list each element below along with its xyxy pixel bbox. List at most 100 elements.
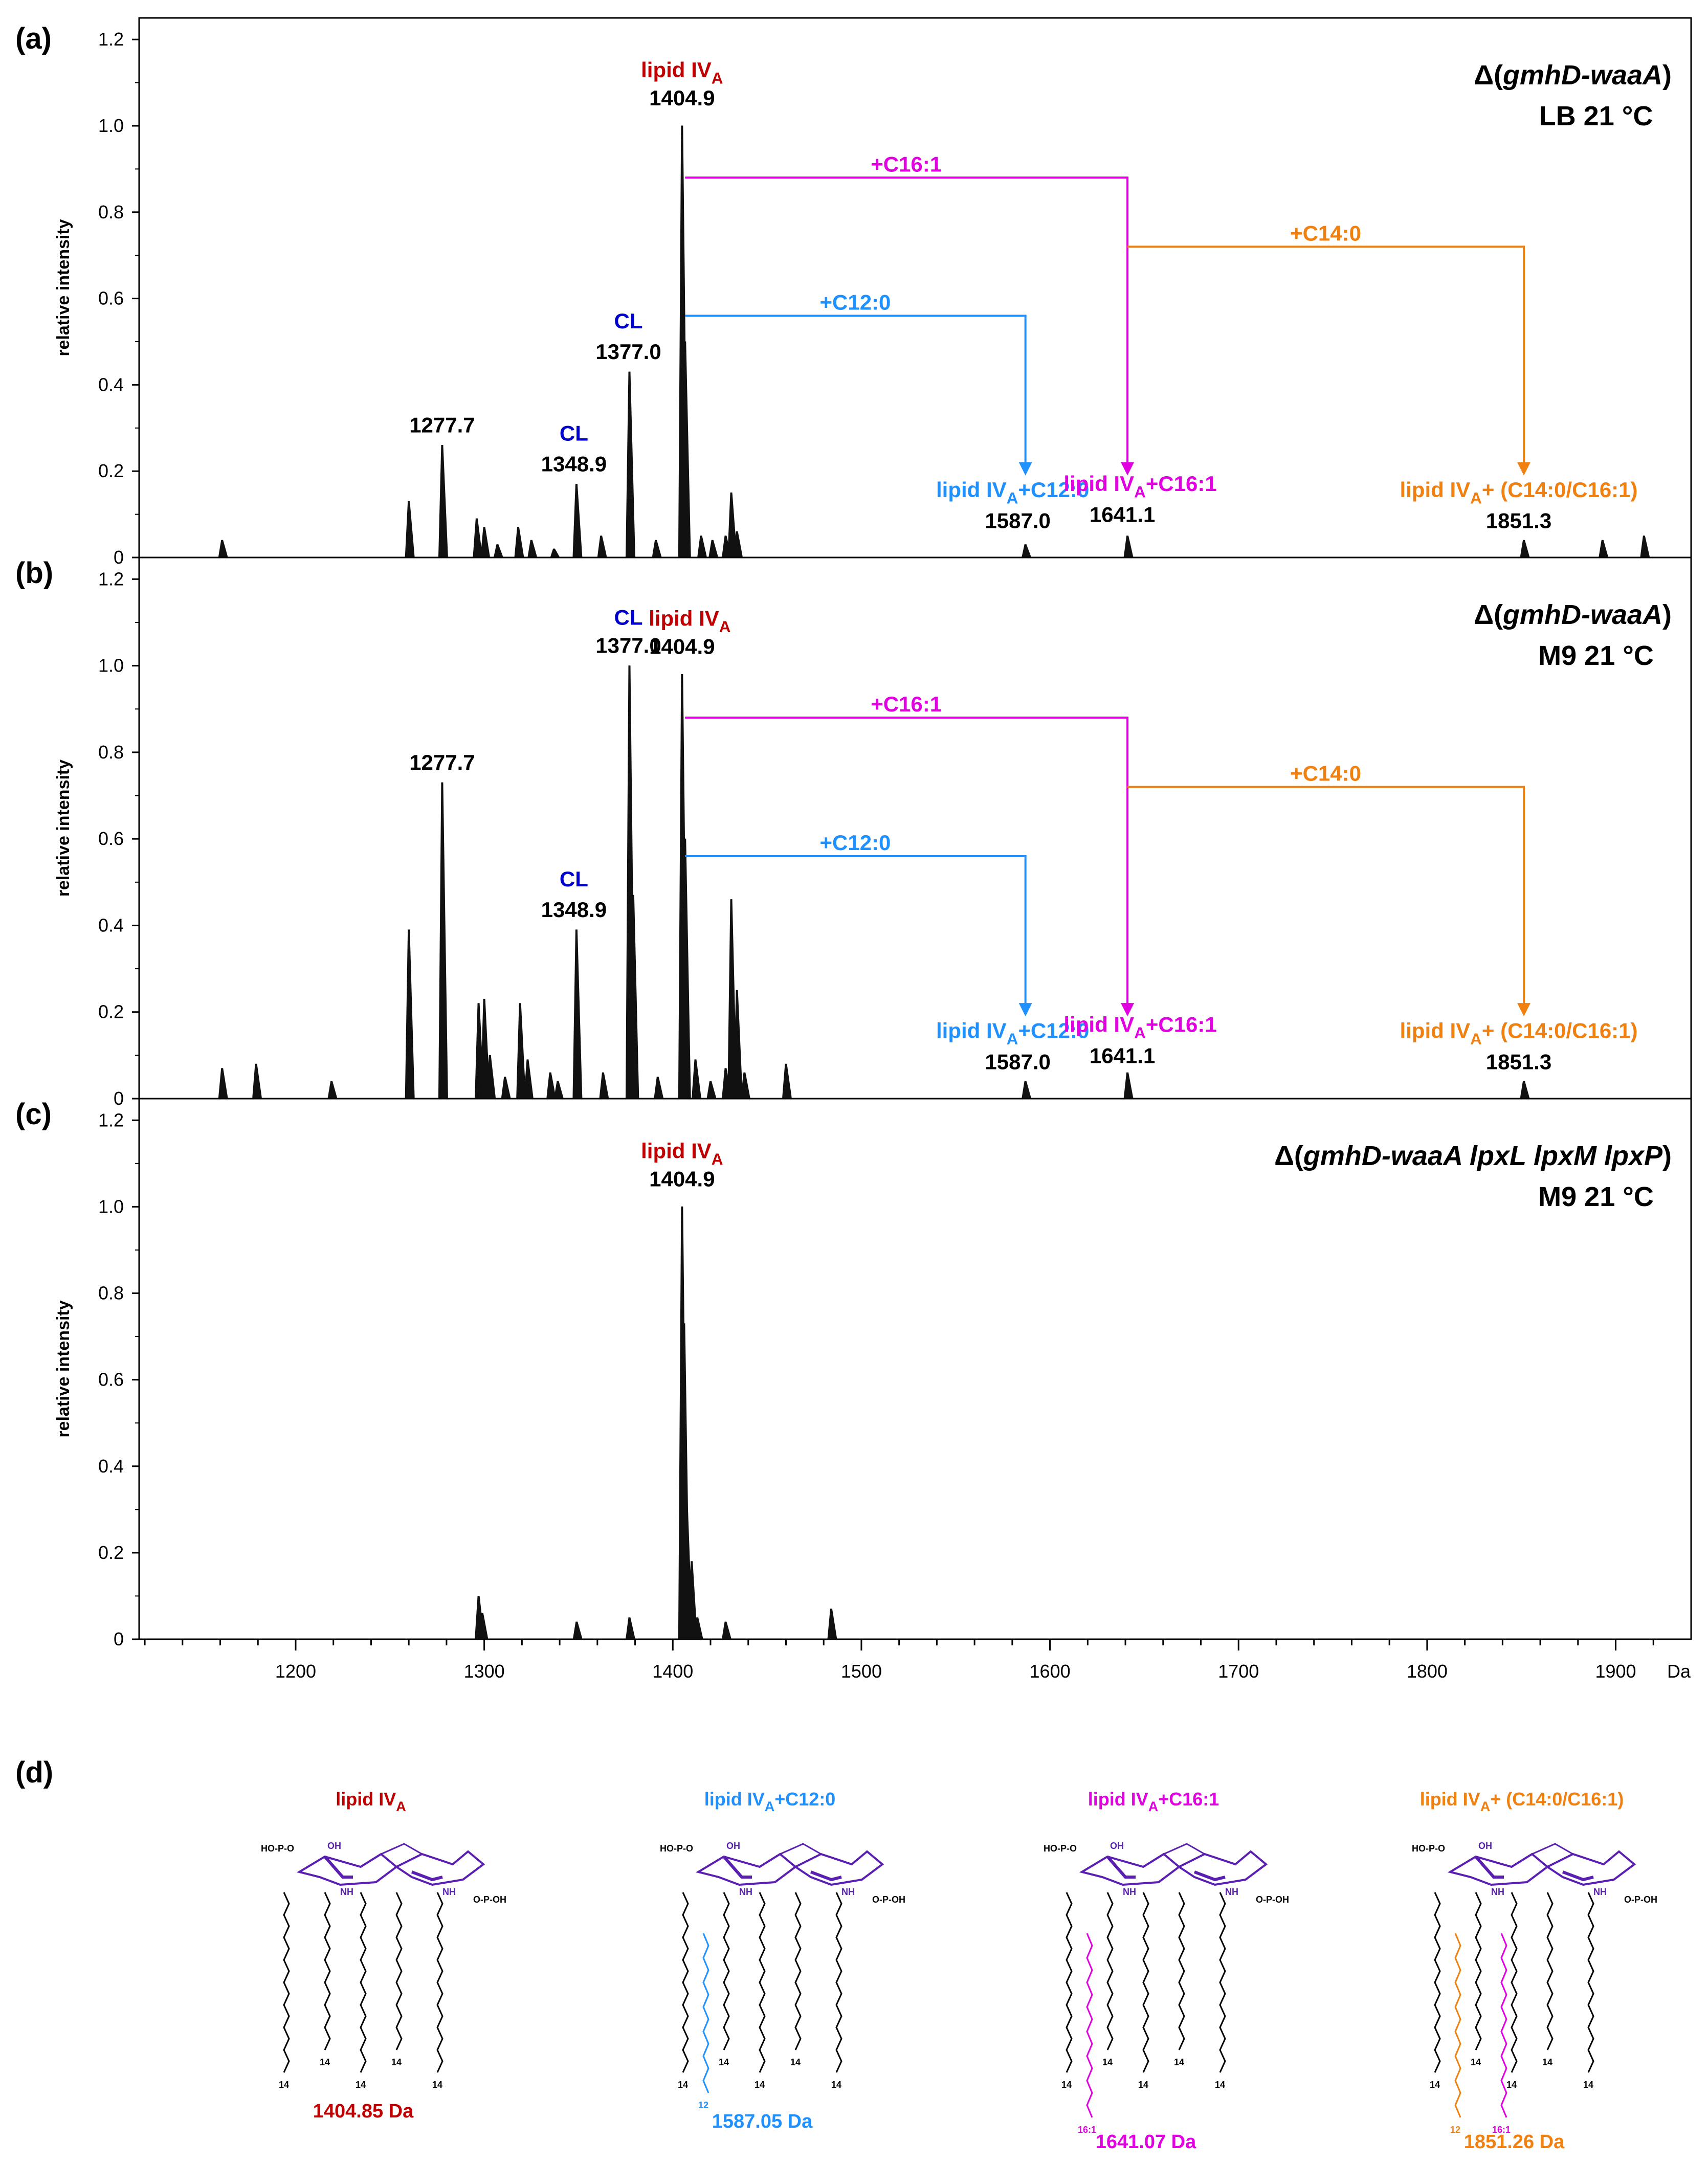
lipid-structure: lipid IVA+C16:1 HO-P-O O-P-OH OH NH NH 14 14 14 1… <box>1044 1789 1289 2153</box>
structure-title-sub: A <box>765 1799 775 1814</box>
phosphate-left: HO-P-O <box>660 1843 693 1854</box>
panel-b: (b) 0 0.2 0.4 0.6 0.8 1.0 1.2 relative intensity… <box>15 556 1692 1109</box>
amide-label-2: NH <box>1225 1887 1238 1897</box>
glycosidic-link <box>780 1843 822 1855</box>
c14-product-label-rest: + (C14:0/C16:1) <box>1482 478 1638 502</box>
c12-product-mz: 1587.0 <box>985 1050 1050 1074</box>
peak <box>827 1609 837 1640</box>
peak <box>625 1617 636 1640</box>
ring-bold-edge <box>411 1870 443 1882</box>
peak <box>1640 536 1650 558</box>
c16-product-label: lipid IVA+C16:1 <box>1063 472 1216 501</box>
peak <box>782 1063 792 1099</box>
cl2-mz: 1348.9 <box>541 452 607 476</box>
chain-length-label: 14 <box>432 2080 442 2090</box>
peak <box>697 536 707 558</box>
acyl-chain <box>835 1892 842 2073</box>
c16-product-label-sub: A <box>1134 482 1146 501</box>
chain-length-label: 14 <box>320 2057 330 2067</box>
peak <box>438 445 448 558</box>
structure-mass: 1404.85 Da <box>313 2101 414 2122</box>
x-tick-label: 1400 <box>652 1661 693 1682</box>
glycosidic-link <box>1163 1843 1205 1855</box>
c12-product-label: lipid IVA+C12:0 <box>936 478 1089 507</box>
peak <box>708 540 719 558</box>
y-tick-label: 0.2 <box>98 1001 124 1022</box>
added-chain-label: 12 <box>1450 2125 1460 2135</box>
chain-length-label: 14 <box>678 2080 688 2090</box>
chain-length-label: 14 <box>790 2057 801 2067</box>
panel-c: (c) 0 0.2 0.4 0.6 0.8 1.0 1.2 relative intensity… <box>15 1098 1692 1682</box>
peak-1277-mz: 1277.7 <box>409 413 475 437</box>
hydroxyl-label: OH <box>1110 1841 1124 1851</box>
peak <box>527 540 538 558</box>
y-tick-label: 0.8 <box>98 742 124 763</box>
peak <box>516 1003 526 1099</box>
c14-arrow-head <box>1517 462 1531 476</box>
c16-product-label-rest: +C16:1 <box>1146 472 1217 496</box>
condition-delta: Δ( <box>1474 60 1503 91</box>
c12-product-label-rest: +C12:0 <box>1018 478 1089 502</box>
peak <box>252 1063 262 1099</box>
peak <box>553 1081 564 1099</box>
phosphate-left: HO-P-O <box>1412 1843 1445 1854</box>
acyl-chain <box>794 1892 802 2050</box>
added-chain-label: 16:1 <box>1492 2125 1511 2135</box>
phosphate-right: O-P-OH <box>1256 1894 1289 1905</box>
peak <box>654 1077 664 1099</box>
phosphate-left: HO-P-O <box>261 1843 294 1854</box>
c16-arrow-line <box>685 176 1129 464</box>
acyl-chain <box>1434 1892 1441 2073</box>
y-axis-label: relative intensity <box>54 1300 73 1437</box>
condition-medium: M9 21 °C <box>1538 1181 1654 1212</box>
c14-product-mz: 1851.3 <box>1486 1050 1551 1074</box>
acyl-chain <box>1106 1892 1114 2050</box>
amide-label-2: NH <box>1593 1887 1607 1897</box>
condition-close: ) <box>1662 60 1672 91</box>
added-acyl-chain <box>1454 1933 1461 2118</box>
c14-product-label: lipid IVA+ (C14:0/C16:1) <box>1400 1019 1637 1048</box>
y-tick-label: 0.4 <box>98 914 124 935</box>
panel-label: (d) <box>15 1756 53 1789</box>
peak <box>550 548 560 558</box>
y-tick-label: 0.2 <box>98 1542 124 1563</box>
plot-frame <box>138 1098 1692 1640</box>
peak <box>438 782 448 1099</box>
c14-arrow-line <box>1127 786 1525 1006</box>
peak <box>693 1617 703 1640</box>
peak <box>405 501 415 558</box>
c14-product-label-main: lipid IV <box>1400 478 1470 502</box>
lipid-iva-label: lipid IVA <box>649 607 730 636</box>
peak <box>501 1077 511 1099</box>
acyl-chain <box>436 1892 443 2073</box>
lipid-iva-label-main: lipid IV <box>641 1139 712 1163</box>
lipid-iva-label: lipid IVA <box>641 58 723 87</box>
y-tick-label: 0.6 <box>98 1369 124 1390</box>
cl2-label: CL <box>560 421 588 445</box>
structure-title: lipid IVA+ (C14:0/C16:1) <box>1420 1789 1624 1814</box>
c12-arrow-line <box>685 855 1027 1006</box>
phosphate-right: O-P-OH <box>872 1894 905 1905</box>
c12-arrow-label: +C12:0 <box>819 290 891 314</box>
chain-length-label: 14 <box>719 2057 729 2067</box>
condition-genes: gmhD-waaA <box>1502 599 1662 630</box>
ring-bold-edge <box>722 1856 752 1879</box>
phosphate-left: HO-P-O <box>1044 1843 1077 1854</box>
structure-title-rest: +C12:0 <box>774 1789 835 1810</box>
lipid-structure: lipid IVA+ (C14:0/C16:1) HO-P-O O-P-OH OH NH… <box>1412 1789 1657 2153</box>
y-tick-label: 0 <box>114 547 124 568</box>
peak <box>652 540 662 558</box>
peak <box>218 540 228 558</box>
c16-arrow-label: +C16:1 <box>871 152 942 176</box>
peak <box>327 1081 338 1099</box>
added-acyl-chain <box>1086 1933 1093 2118</box>
glucosamine-ring-2 <box>793 1850 884 1886</box>
x-tick-label: 1800 <box>1407 1661 1448 1682</box>
c14-arrow-head <box>1517 1003 1531 1017</box>
c16-arrow-head <box>1121 462 1135 476</box>
added-chain-label: 12 <box>698 2100 708 2110</box>
peak <box>1022 544 1032 558</box>
acyl-chain <box>1546 1892 1554 2050</box>
condition-title: Δ(gmhD-waaA lpxL lpxM lpxP) <box>1274 1141 1672 1171</box>
c12-arrow-line <box>685 315 1027 464</box>
